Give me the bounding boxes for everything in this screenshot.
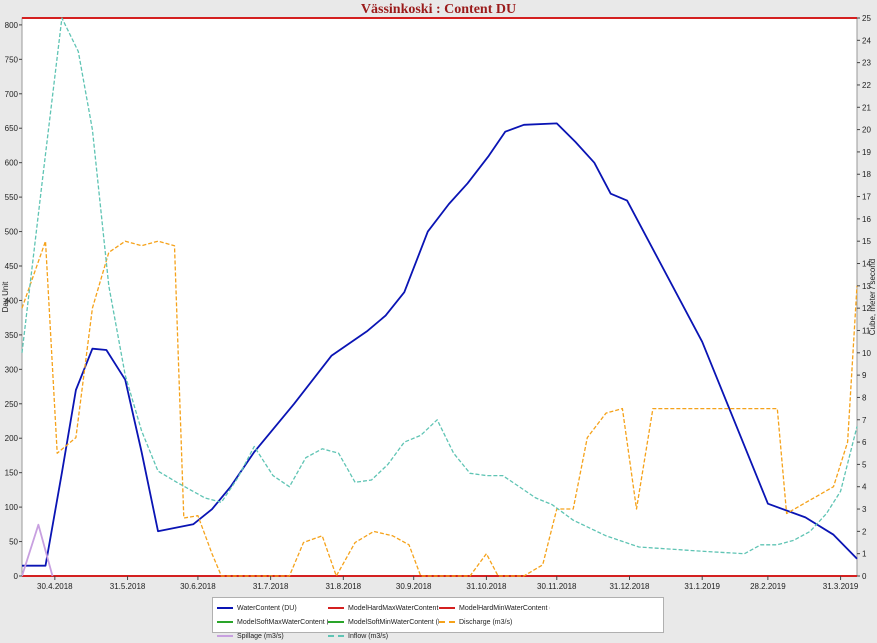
x-tick-label: 31.5.2018 bbox=[110, 582, 146, 591]
y-right-tick-label: 4 bbox=[862, 483, 867, 492]
legend-swatch bbox=[328, 621, 344, 623]
y-right-tick-label: 21 bbox=[862, 103, 871, 112]
y-right-tick-label: 16 bbox=[862, 215, 871, 224]
y-right-tick-label: 22 bbox=[862, 81, 871, 90]
x-tick-label: 30.9.2018 bbox=[396, 582, 432, 591]
y-left-tick-label: 0 bbox=[14, 572, 19, 581]
y-left-tick-label: 100 bbox=[5, 503, 19, 512]
series-discharge bbox=[21, 240, 858, 577]
y-left-tick-label: 150 bbox=[5, 469, 19, 478]
y-left-tick-label: 800 bbox=[5, 21, 19, 30]
right-axis: 0123456789101112131415161718192021222324… bbox=[857, 14, 871, 581]
plot-area bbox=[21, 17, 858, 577]
x-tick-label: 31.7.2018 bbox=[253, 582, 289, 591]
legend-label: Spillage (m3/s) bbox=[237, 632, 284, 640]
y-right-tick-label: 10 bbox=[862, 349, 871, 358]
y-right-tick-label: 2 bbox=[862, 527, 867, 536]
y-left-tick-label: 500 bbox=[5, 228, 19, 237]
y-left-tick-label: 400 bbox=[5, 296, 19, 305]
x-tick-label: 31.10.2018 bbox=[466, 582, 507, 591]
legend-label: ModelHardMinWaterContent (DU) bbox=[459, 604, 550, 612]
legend-label: ModelHardMaxWaterContent (DU) bbox=[348, 604, 439, 612]
y-right-tick-label: 0 bbox=[862, 572, 867, 581]
x-tick-label: 30.6.2018 bbox=[180, 582, 216, 591]
legend-label: Discharge (m3/s) bbox=[459, 618, 513, 626]
x-tick-label: 31.12.2018 bbox=[609, 582, 650, 591]
y-right-tick-label: 11 bbox=[862, 326, 871, 335]
legend-item-modelsoftmaxwatercontent: ModelSoftMaxWaterContent (DU) bbox=[217, 615, 328, 629]
series-layer bbox=[21, 17, 858, 577]
y-right-tick-label: 7 bbox=[862, 416, 867, 425]
y-right-tick-label: 8 bbox=[862, 393, 867, 402]
legend-item-watercontent: WaterContent (DU) bbox=[217, 601, 328, 615]
y-left-tick-label: 200 bbox=[5, 434, 19, 443]
x-tick-label: 30.11.2018 bbox=[537, 582, 577, 591]
y-left-tick-label: 450 bbox=[5, 262, 19, 271]
x-tick-label: 28.2.2019 bbox=[750, 582, 786, 591]
y-axis-right-label: Cube, meter / second bbox=[868, 259, 877, 335]
y-right-tick-label: 19 bbox=[862, 148, 871, 157]
y-axis-left-label: Day Unit bbox=[1, 281, 10, 312]
legend-item-modelhardmaxwatercontent: ModelHardMaxWaterContent (DU) bbox=[328, 601, 439, 615]
y-right-tick-label: 12 bbox=[862, 304, 871, 313]
legend: WaterContent (DU) ModelHardMaxWaterConten… bbox=[212, 597, 664, 640]
y-right-tick-label: 13 bbox=[862, 282, 871, 291]
y-left-tick-label: 350 bbox=[5, 331, 19, 340]
legend-swatch bbox=[439, 607, 455, 609]
y-left-tick-label: 650 bbox=[5, 124, 19, 133]
y-right-tick-label: 1 bbox=[862, 550, 867, 559]
legend-item-spillage: Spillage (m3/s) bbox=[217, 629, 328, 643]
legend-swatch bbox=[217, 607, 233, 609]
y-right-tick-label: 23 bbox=[862, 59, 871, 68]
legend-item-inflow: Inflow (m3/s) bbox=[328, 629, 439, 643]
y-right-tick-label: 25 bbox=[862, 14, 871, 23]
legend-label: ModelSoftMaxWaterContent (DU) bbox=[237, 618, 328, 626]
y-right-tick-label: 18 bbox=[862, 170, 871, 179]
legend-label: ModelSoftMinWaterContent (DU) bbox=[348, 618, 439, 626]
y-left-tick-label: 600 bbox=[5, 159, 19, 168]
x-axis: 30.4.2018 31.5.2018 30.6.2018 31.7.2018 31.8… bbox=[37, 576, 859, 591]
x-tick-label: 31.8.2018 bbox=[326, 582, 362, 591]
y-right-tick-label: 15 bbox=[862, 237, 871, 246]
y-right-tick-label: 3 bbox=[862, 505, 867, 514]
y-left-tick-label: 550 bbox=[5, 193, 19, 202]
y-right-tick-label: 17 bbox=[862, 193, 871, 202]
legend-item-modelhardminwatercontent: ModelHardMinWaterContent (DU) bbox=[439, 601, 550, 615]
y-right-tick-label: 20 bbox=[862, 126, 871, 135]
y-right-tick-label: 6 bbox=[862, 438, 867, 447]
y-left-tick-label: 50 bbox=[9, 538, 18, 547]
x-tick-label: 31.1.2019 bbox=[684, 582, 720, 591]
y-left-tick-label: 750 bbox=[5, 55, 19, 64]
legend-swatch bbox=[328, 607, 344, 609]
y-right-tick-label: 5 bbox=[862, 460, 867, 469]
y-right-tick-label: 24 bbox=[862, 36, 871, 45]
legend-item-modelsoftminwatercontent: ModelSoftMinWaterContent (DU) bbox=[328, 615, 439, 629]
legend-label: WaterContent (DU) bbox=[237, 604, 297, 612]
legend-item-discharge: Discharge (m3/s) bbox=[439, 615, 550, 629]
y-left-tick-label: 250 bbox=[5, 400, 19, 409]
series-watercontent bbox=[22, 122, 858, 567]
y-left-tick-label: 700 bbox=[5, 90, 19, 99]
series-inflow bbox=[21, 17, 858, 555]
legend-swatch bbox=[328, 635, 344, 637]
y-right-tick-label: 9 bbox=[862, 371, 867, 380]
series-spillage bbox=[21, 523, 54, 577]
x-tick-label: 30.4.2018 bbox=[37, 582, 73, 591]
left-axis: 0 50 100 150 200 250 300 350 400 450 500 550 600 650 7… bbox=[5, 21, 22, 581]
x-tick-label: 31.3.2019 bbox=[823, 582, 859, 591]
legend-swatch bbox=[217, 621, 233, 623]
legend-swatch bbox=[217, 635, 233, 637]
legend-swatch bbox=[439, 621, 455, 623]
chart-title: Vässinkoski : Content DU bbox=[360, 2, 517, 17]
legend-label: Inflow (m3/s) bbox=[348, 632, 389, 640]
y-left-tick-label: 300 bbox=[5, 365, 19, 374]
y-right-tick-label: 14 bbox=[862, 260, 871, 269]
